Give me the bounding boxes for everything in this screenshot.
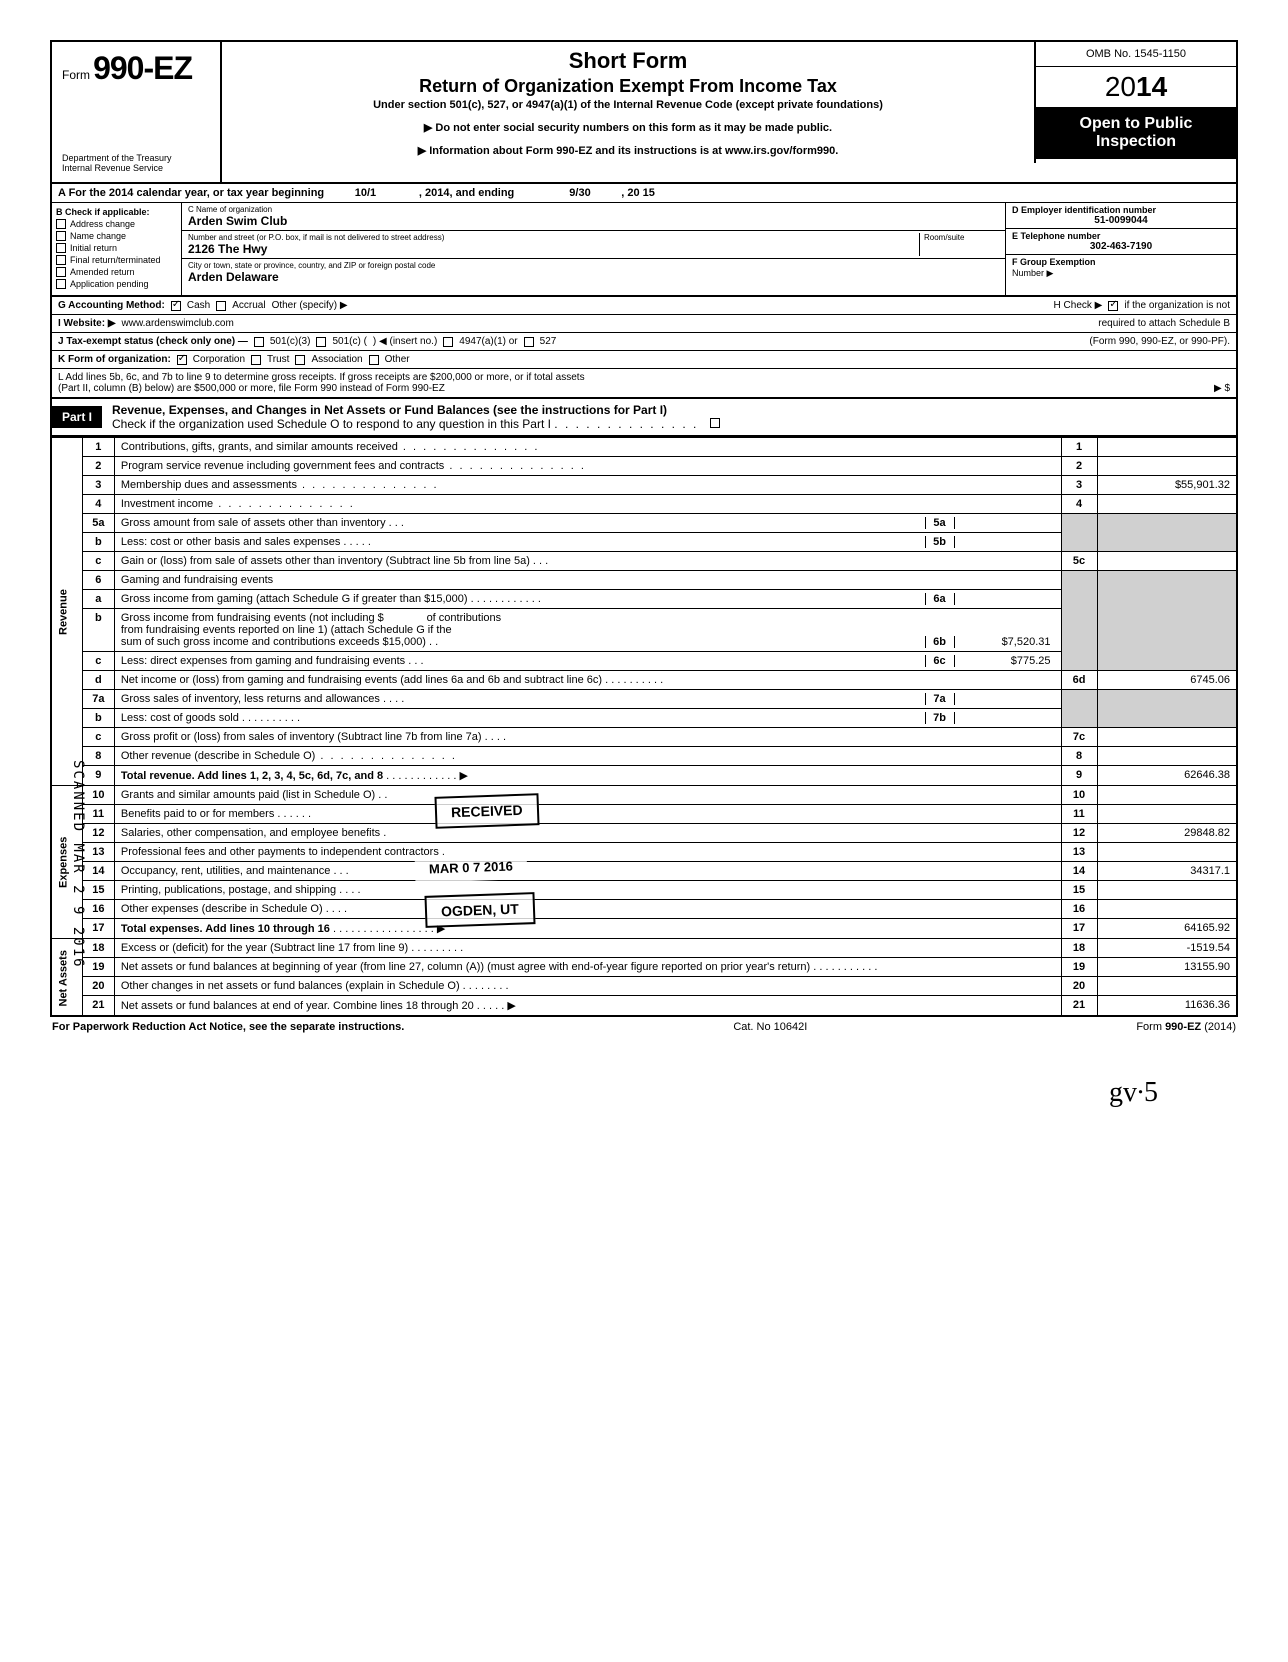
amt-12: 29848.82 [1097,824,1237,843]
amt-14: 34317.1 [1097,862,1237,881]
open-public-badge: Open to Public Inspection [1036,107,1236,159]
amt-17: 64165.92 [1097,919,1237,939]
amt-3: $55,901.32 [1097,476,1237,495]
ein: 51-0099044 [1012,215,1230,226]
chk-accrual[interactable] [216,301,226,311]
net-assets-side-label: Net Assets [51,939,82,1017]
website: www.ardenswimclub.com [122,318,234,329]
chk-amended-return[interactable]: Amended return [56,267,177,277]
main-title: Return of Organization Exempt From Incom… [232,76,1024,97]
form-container: SCANNED MAR 2 9 2016 Form 990-EZ Departm… [50,40,1238,1109]
amt-19: 13155.90 [1097,958,1237,977]
chk-name-change[interactable]: Name change [56,231,177,241]
info-grid: B Check if applicable: Address change Na… [50,203,1238,297]
section-def: D Employer identification number 51-0099… [1006,203,1236,295]
amt-18: -1519.54 [1097,939,1237,958]
footer-mid: Cat. No 10642I [733,1021,807,1033]
amt-6b: $7,520.31 [955,636,1055,648]
chk-other-org[interactable] [369,355,379,365]
expenses-side-label: Expenses [51,786,82,939]
amt-6d: 6745.06 [1097,671,1237,690]
dept-treasury: Department of the Treasury Internal Reve… [62,154,210,174]
footer-left: For Paperwork Reduction Act Notice, see … [52,1021,404,1033]
amt-21: 11636.36 [1097,996,1237,1017]
part-1-table: Revenue 1 Contributions, gifts, grants, … [50,437,1238,1017]
org-address: 2126 The Hwy [188,242,919,256]
amt-2 [1097,457,1237,476]
part-1-label: Part I [52,406,102,428]
chk-schedule-o[interactable] [710,418,720,428]
signature: gv∙5 [50,1077,1158,1109]
chk-corporation[interactable] [177,355,187,365]
revenue-side-label: Revenue [51,438,82,786]
line-a: A For the 2014 calendar year, or tax yea… [50,184,1238,203]
footer: For Paperwork Reduction Act Notice, see … [50,1017,1238,1037]
amt-4 [1097,495,1237,514]
short-form-label: Short Form [232,48,1024,74]
instr-2: ▶ Information about Form 990-EZ and its … [232,144,1024,157]
tax-year: 2014 [1036,67,1236,107]
amt-1 [1097,438,1237,457]
form-header: Form 990-EZ Department of the Treasury I… [50,40,1238,184]
received-stamp: RECEIVED [434,793,539,829]
chk-address-change[interactable]: Address change [56,219,177,229]
chk-initial-return[interactable]: Initial return [56,243,177,253]
form-number: 990-EZ [93,50,192,86]
org-name: Arden Swim Club [188,214,999,228]
phone: 302-463-7190 [1012,241,1230,252]
chk-501c3[interactable] [254,337,264,347]
line-g-h: G Accounting Method: Cash Accrual Other … [50,297,1238,315]
chk-schedule-b[interactable] [1108,301,1118,311]
chk-final-return[interactable]: Final return/terminated [56,255,177,265]
omb-number: OMB No. 1545-1150 [1036,42,1236,67]
chk-trust[interactable] [251,355,261,365]
chk-501c[interactable] [316,337,326,347]
date-stamp: MAR 0 7 2016 [414,852,527,883]
form-id-cell: Form 990-EZ Department of the Treasury I… [52,42,222,182]
right-cell: OMB No. 1545-1150 2014 Open to Public In… [1036,42,1236,159]
chk-cash[interactable] [171,301,181,311]
chk-527[interactable] [524,337,534,347]
line-i: I Website: ▶ www.ardenswimclub.com requi… [50,315,1238,333]
line-k: K Form of organization: Corporation Trus… [50,351,1238,369]
line-j: J Tax-exempt status (check only one) — 5… [50,333,1238,351]
chk-association[interactable] [295,355,305,365]
form-prefix: Form [62,68,90,82]
ogden-stamp: OGDEN, UT [424,892,535,928]
footer-right: Form 990-EZ (2014) [1136,1021,1236,1033]
part-1-header: Part I Revenue, Expenses, and Changes in… [50,398,1238,437]
title-cell: Short Form Return of Organization Exempt… [222,42,1036,163]
subtitle: Under section 501(c), 527, or 4947(a)(1)… [232,99,1024,111]
org-city: Arden Delaware [188,270,999,284]
amt-6c: $775.25 [955,655,1055,667]
section-b: B Check if applicable: Address change Na… [52,203,182,295]
amt-9: 62646.38 [1097,766,1237,786]
chk-4947[interactable] [443,337,453,347]
amt-5c [1097,552,1237,571]
instr-1: ▶ Do not enter social security numbers o… [232,121,1024,134]
line-l: L Add lines 5b, 6c, and 7b to line 9 to … [50,369,1238,398]
chk-app-pending[interactable]: Application pending [56,279,177,289]
section-c: C Name of organization Arden Swim Club N… [182,203,1006,295]
